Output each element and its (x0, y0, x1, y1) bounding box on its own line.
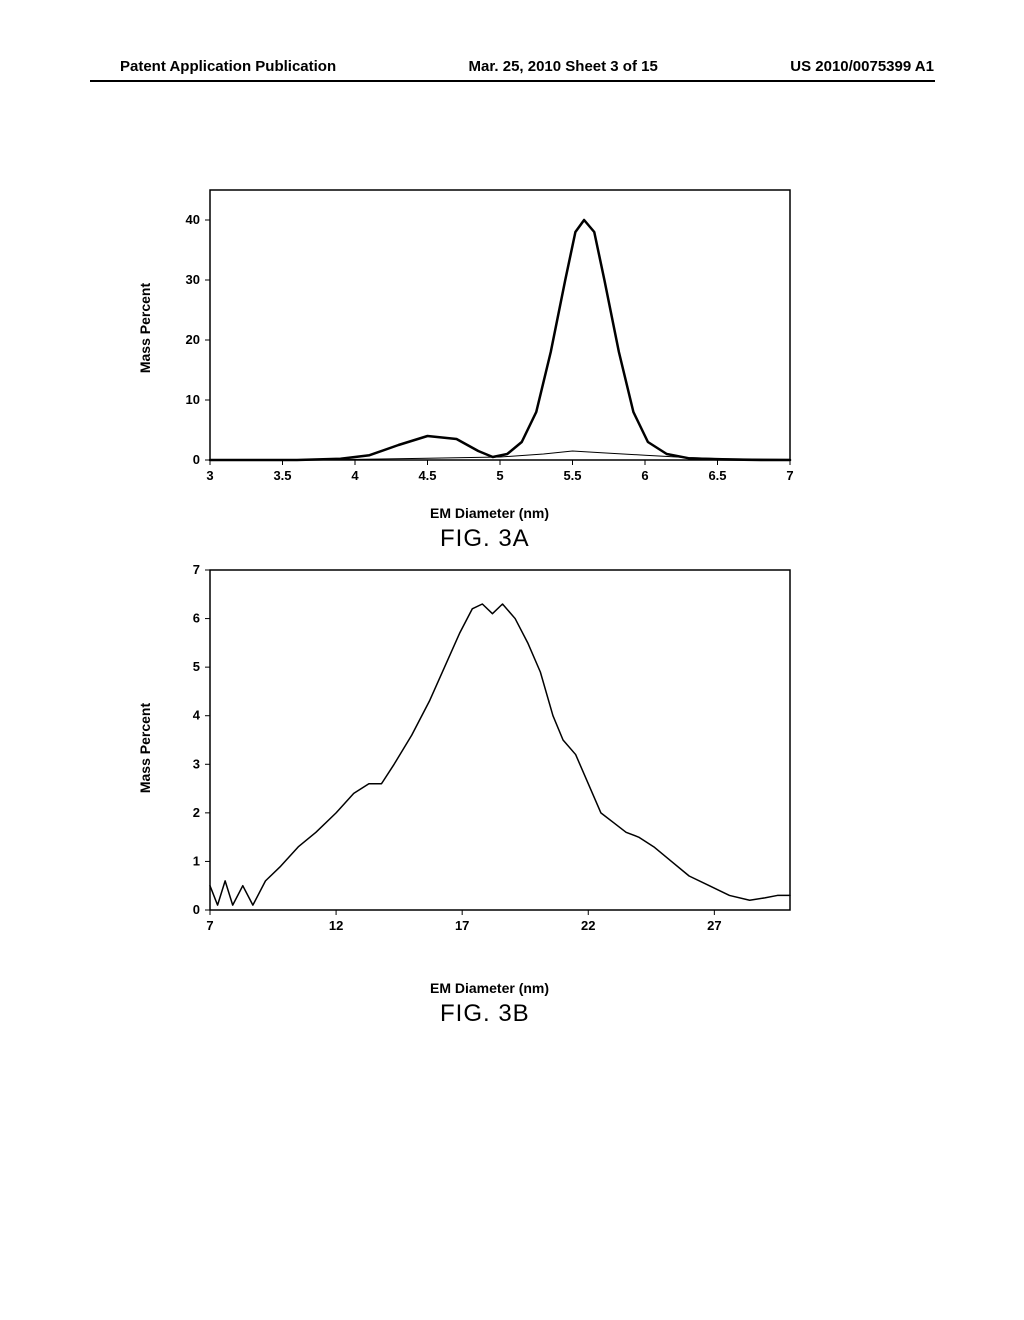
header-right: US 2010/0075399 A1 (790, 58, 934, 75)
svg-text:0: 0 (193, 452, 200, 467)
svg-text:40: 40 (186, 212, 200, 227)
svg-text:17: 17 (455, 918, 469, 933)
chart-a-ylabel: Mass Percent (137, 283, 153, 373)
fig-3b-title: FIG. 3B (440, 1000, 530, 1028)
chart-fig-3b: 71217222701234567 (165, 560, 800, 940)
svg-text:1: 1 (193, 853, 200, 868)
chart-fig-3a: 3 3.5 4 4.5 5 5.5 6 6.5 7 0 10 20 30 40 (165, 180, 800, 490)
svg-text:22: 22 (581, 918, 595, 933)
svg-text:4: 4 (193, 708, 201, 723)
svg-text:3: 3 (193, 756, 200, 771)
svg-text:2: 2 (193, 805, 200, 820)
svg-text:20: 20 (186, 332, 200, 347)
svg-text:3: 3 (206, 468, 213, 483)
svg-text:30: 30 (186, 272, 200, 287)
svg-text:3.5: 3.5 (273, 468, 291, 483)
svg-text:12: 12 (329, 918, 343, 933)
chart-b-ylabel: Mass Percent (137, 703, 153, 793)
header-center: Mar. 25, 2010 Sheet 3 of 15 (469, 58, 658, 75)
svg-text:6.5: 6.5 (708, 468, 726, 483)
svg-text:7: 7 (206, 918, 213, 933)
svg-text:5: 5 (496, 468, 503, 483)
svg-text:27: 27 (707, 918, 721, 933)
fig-3a-title: FIG. 3A (440, 525, 530, 553)
svg-text:4.5: 4.5 (418, 468, 436, 483)
chart-b-svg: 71217222701234567 (165, 560, 800, 940)
svg-text:10: 10 (186, 392, 200, 407)
header-left: Patent Application Publication (120, 58, 336, 75)
chart-b-xlabel: EM Diameter (nm) (430, 980, 549, 996)
chart-a-svg: 3 3.5 4 4.5 5 5.5 6 6.5 7 0 10 20 30 40 (165, 180, 800, 490)
svg-text:7: 7 (786, 468, 793, 483)
svg-text:4: 4 (351, 468, 359, 483)
svg-text:5: 5 (193, 659, 200, 674)
svg-text:0: 0 (193, 902, 200, 917)
page-header: Patent Application Publication Mar. 25, … (0, 58, 1024, 75)
header-divider (90, 80, 935, 82)
svg-text:7: 7 (193, 562, 200, 577)
svg-text:6: 6 (193, 611, 200, 626)
svg-text:5.5: 5.5 (563, 468, 581, 483)
chart-a-xlabel: EM Diameter (nm) (430, 505, 549, 521)
svg-text:6: 6 (641, 468, 648, 483)
